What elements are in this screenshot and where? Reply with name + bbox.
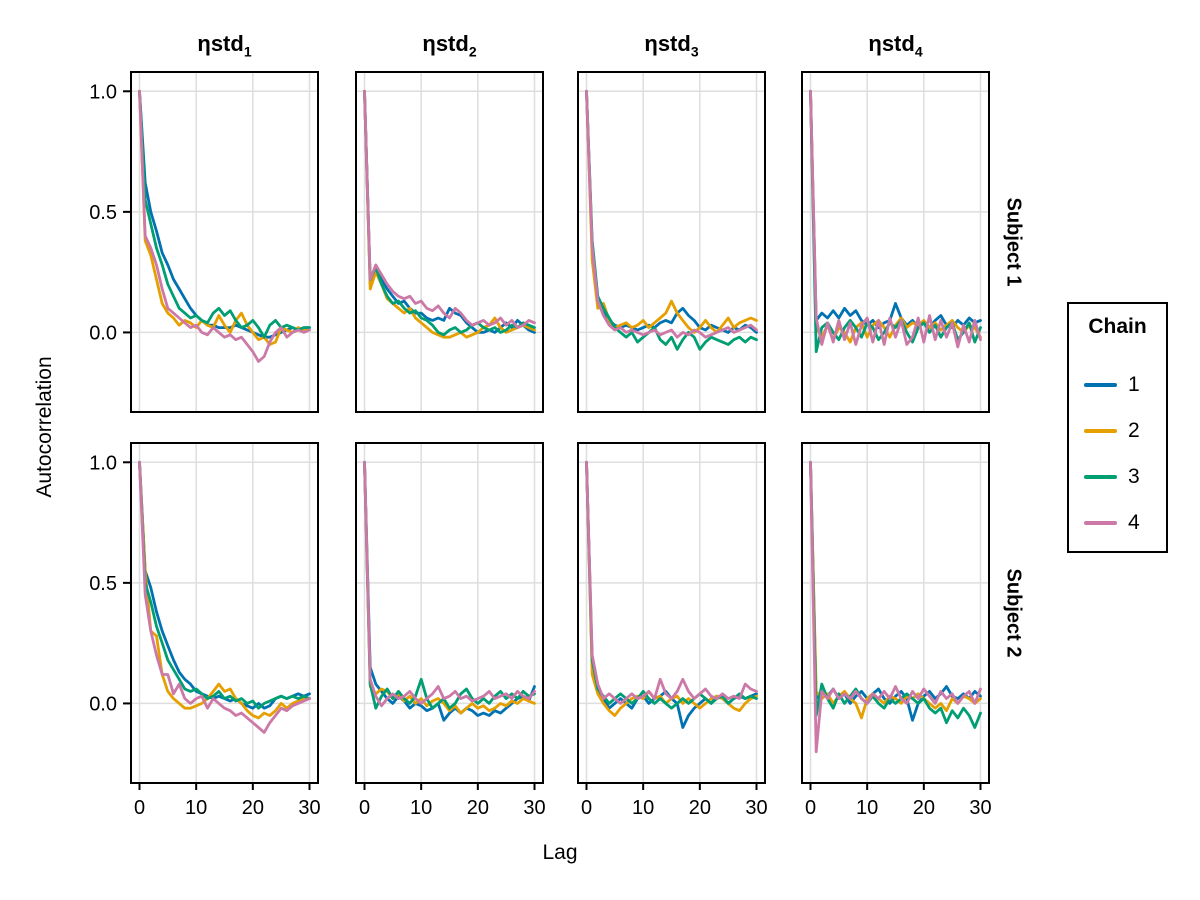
panel-border bbox=[577, 71, 766, 413]
acf-line-row1-col2-chain1 bbox=[363, 89, 536, 334]
acf-line-row2-col2-chain4 bbox=[363, 460, 536, 708]
acf-line-row1-col1-chain1 bbox=[138, 89, 311, 339]
x-tick-label: 10 bbox=[632, 797, 654, 819]
acf-line-row1-col3-chain3 bbox=[585, 89, 758, 351]
legend-line-swatch bbox=[1084, 429, 1117, 433]
facet-column-title-1: ηstd1 bbox=[197, 31, 252, 60]
legend-line-swatch bbox=[1084, 521, 1117, 525]
y-tick-label: 0.0 bbox=[89, 693, 117, 715]
x-tick-label: 30 bbox=[745, 797, 767, 819]
x-tick-label: 20 bbox=[913, 797, 935, 819]
acf-line-row2-col2-chain2 bbox=[363, 460, 536, 715]
panel-border bbox=[130, 71, 319, 413]
acf-line-row2-col1-chain2 bbox=[138, 460, 311, 720]
x-tick-label: 10 bbox=[185, 797, 207, 819]
x-tick-label: 30 bbox=[523, 797, 545, 819]
x-tick-label: 10 bbox=[856, 797, 878, 819]
acf-line-row1-col1-chain4 bbox=[138, 89, 311, 363]
acf-line-row1-col4-chain1 bbox=[809, 89, 982, 330]
y-tick-label: 0.0 bbox=[89, 322, 117, 344]
x-tick-label: 30 bbox=[298, 797, 320, 819]
acf-line-row2-col3-chain3 bbox=[585, 460, 758, 710]
legend: Chain 1 2 3 4 bbox=[1067, 302, 1168, 553]
panel-border bbox=[130, 442, 319, 784]
acf-line-row2-col3-chain2 bbox=[585, 460, 758, 717]
panel-border bbox=[801, 442, 990, 784]
x-tick-label: 20 bbox=[689, 797, 711, 819]
legend-title: Chain bbox=[1088, 315, 1147, 338]
facet-row-label-1: Subject 1 bbox=[1002, 197, 1025, 287]
legend-item-label: 3 bbox=[1128, 465, 1140, 488]
legend-item-label: 4 bbox=[1128, 511, 1140, 534]
acf-line-row1-col2-chain4 bbox=[363, 89, 536, 330]
facet-column-title-3: ηstd3 bbox=[644, 31, 699, 60]
acf-line-row2-col4-chain1 bbox=[809, 460, 982, 722]
acf-line-row2-col1-chain1 bbox=[138, 460, 311, 710]
x-tick-label: 20 bbox=[242, 797, 264, 819]
acf-line-row1-col4-chain4 bbox=[809, 89, 982, 349]
x-tick-label: 0 bbox=[805, 797, 816, 819]
panel-border bbox=[355, 442, 544, 784]
legend-line-swatch bbox=[1084, 475, 1117, 479]
y-tick-label: 1.0 bbox=[89, 452, 117, 474]
acf-line-row1-col2-chain3 bbox=[363, 89, 536, 337]
acf-line-row2-col2-chain1 bbox=[363, 460, 536, 722]
legend-item-chain-1: 1 bbox=[1084, 373, 1140, 397]
x-tick-label: 0 bbox=[134, 797, 145, 819]
x-axis-label: Lag bbox=[542, 841, 578, 864]
x-tick-label: 0 bbox=[359, 797, 370, 819]
y-tick-label: 0.5 bbox=[89, 202, 117, 224]
acf-line-row2-col4-chain4 bbox=[809, 460, 982, 754]
acf-line-row2-col3-chain4 bbox=[585, 460, 758, 705]
legend-item-label: 1 bbox=[1128, 373, 1140, 396]
x-tick-label: 30 bbox=[969, 797, 991, 819]
y-axis-label: Autocorrelation bbox=[33, 356, 56, 498]
legend-item-label: 2 bbox=[1128, 419, 1140, 442]
facet-column-title-2: ηstd2 bbox=[422, 31, 477, 60]
panel-border bbox=[801, 71, 990, 413]
facet-row-label-2: Subject 2 bbox=[1002, 568, 1025, 658]
x-tick-label: 20 bbox=[467, 797, 489, 819]
legend-item-chain-2: 2 bbox=[1084, 419, 1140, 443]
x-tick-label: 0 bbox=[581, 797, 592, 819]
acf-line-row2-col3-chain1 bbox=[585, 460, 758, 729]
legend-line-swatch bbox=[1084, 383, 1117, 387]
panel-border bbox=[355, 71, 544, 413]
y-tick-label: 0.5 bbox=[89, 573, 117, 595]
acf-line-row2-col1-chain4 bbox=[138, 460, 311, 734]
panel-border bbox=[577, 442, 766, 784]
acf-line-row1-col1-chain2 bbox=[138, 89, 311, 346]
acf-line-row2-col2-chain3 bbox=[363, 460, 536, 710]
acf-line-row2-col4-chain3 bbox=[809, 460, 982, 729]
legend-item-chain-4: 4 bbox=[1084, 511, 1140, 535]
y-tick-label: 1.0 bbox=[89, 81, 117, 103]
acf-line-row2-col4-chain2 bbox=[809, 460, 982, 720]
x-tick-label: 10 bbox=[410, 797, 432, 819]
acf-line-row2-col1-chain3 bbox=[138, 460, 311, 710]
acf-line-row1-col4-chain2 bbox=[809, 89, 982, 344]
legend-item-chain-3: 3 bbox=[1084, 465, 1140, 489]
facet-column-title-4: ηstd4 bbox=[868, 31, 923, 60]
acf-line-row1-col3-chain4 bbox=[585, 89, 758, 339]
